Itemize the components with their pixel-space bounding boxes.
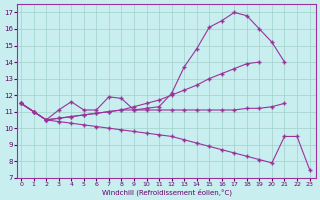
X-axis label: Windchill (Refroidissement éolien,°C): Windchill (Refroidissement éolien,°C) (101, 188, 232, 196)
